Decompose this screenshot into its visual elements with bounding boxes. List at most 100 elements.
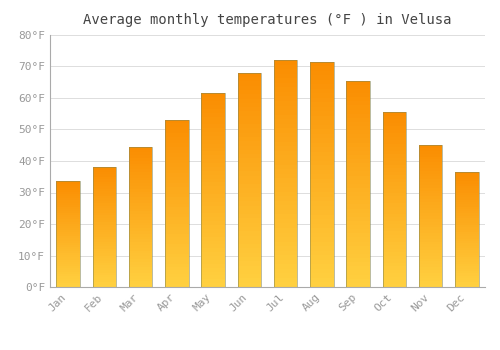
Bar xyxy=(165,244,188,247)
Bar xyxy=(382,234,406,238)
Bar xyxy=(346,176,370,180)
Bar xyxy=(92,172,116,175)
Bar xyxy=(56,234,80,236)
Bar xyxy=(165,230,188,233)
Bar xyxy=(274,142,297,146)
Bar xyxy=(382,168,406,172)
Bar xyxy=(346,89,370,93)
Bar xyxy=(129,242,152,245)
Bar xyxy=(419,236,442,239)
Bar xyxy=(238,218,261,223)
Bar xyxy=(165,284,188,287)
Bar xyxy=(238,214,261,218)
Bar xyxy=(455,186,478,188)
Bar xyxy=(346,155,370,159)
Bar xyxy=(274,269,297,273)
Bar xyxy=(202,105,225,109)
Bar xyxy=(455,225,478,227)
Bar xyxy=(129,253,152,256)
Bar xyxy=(455,282,478,285)
Bar xyxy=(419,171,442,174)
Bar xyxy=(202,248,225,252)
Bar xyxy=(92,182,116,184)
Bar xyxy=(310,219,334,224)
Bar xyxy=(165,137,188,140)
Bar xyxy=(382,266,406,270)
Bar xyxy=(56,186,80,188)
Bar xyxy=(56,247,80,249)
Bar xyxy=(129,217,152,220)
Bar xyxy=(382,238,406,242)
Bar xyxy=(238,172,261,176)
Bar xyxy=(238,73,261,287)
Bar xyxy=(455,268,478,271)
Bar xyxy=(274,196,297,201)
Bar xyxy=(56,262,80,264)
Bar xyxy=(455,236,478,239)
Bar xyxy=(382,245,406,248)
Bar xyxy=(310,278,334,282)
Bar xyxy=(455,206,478,209)
Bar xyxy=(419,228,442,230)
Bar xyxy=(346,250,370,254)
Bar xyxy=(129,223,152,225)
Bar xyxy=(238,279,261,283)
Bar xyxy=(455,188,478,190)
Bar xyxy=(346,80,370,85)
Bar xyxy=(56,279,80,281)
Bar xyxy=(310,170,334,174)
Bar xyxy=(310,215,334,219)
Bar xyxy=(129,220,152,223)
Bar xyxy=(310,102,334,107)
Bar xyxy=(165,174,188,177)
Bar xyxy=(238,103,261,107)
Bar xyxy=(419,151,442,154)
Bar xyxy=(92,230,116,232)
Bar xyxy=(92,220,116,222)
Bar xyxy=(382,284,406,287)
Bar xyxy=(92,232,116,234)
Bar xyxy=(92,258,116,261)
Bar xyxy=(310,183,334,188)
Bar xyxy=(165,237,188,240)
Bar xyxy=(92,280,116,282)
Bar xyxy=(165,274,188,277)
Bar xyxy=(346,139,370,142)
Bar xyxy=(455,278,478,280)
Bar xyxy=(310,62,334,66)
Bar xyxy=(238,124,261,128)
Bar xyxy=(419,208,442,210)
Bar xyxy=(238,248,261,253)
Bar xyxy=(202,97,225,101)
Bar xyxy=(382,256,406,259)
Bar xyxy=(310,125,334,130)
Bar xyxy=(455,275,478,278)
Bar xyxy=(382,210,406,214)
Bar xyxy=(419,241,442,244)
Bar xyxy=(382,228,406,231)
Bar xyxy=(56,258,80,260)
Bar xyxy=(274,251,297,255)
Bar xyxy=(129,228,152,231)
Bar xyxy=(274,160,297,164)
Bar xyxy=(274,264,297,269)
Bar xyxy=(129,262,152,265)
Bar xyxy=(129,186,152,189)
Bar xyxy=(56,190,80,192)
Bar xyxy=(346,209,370,213)
Bar xyxy=(56,251,80,253)
Bar xyxy=(382,214,406,217)
Bar xyxy=(202,240,225,244)
Bar xyxy=(92,194,116,196)
Bar xyxy=(129,270,152,273)
Bar xyxy=(455,243,478,246)
Bar xyxy=(310,246,334,251)
Bar xyxy=(455,214,478,216)
Bar xyxy=(382,158,406,161)
Bar xyxy=(56,228,80,230)
Bar xyxy=(56,260,80,262)
Bar xyxy=(129,237,152,239)
Bar xyxy=(419,182,442,185)
Bar xyxy=(310,260,334,265)
Bar xyxy=(455,262,478,264)
